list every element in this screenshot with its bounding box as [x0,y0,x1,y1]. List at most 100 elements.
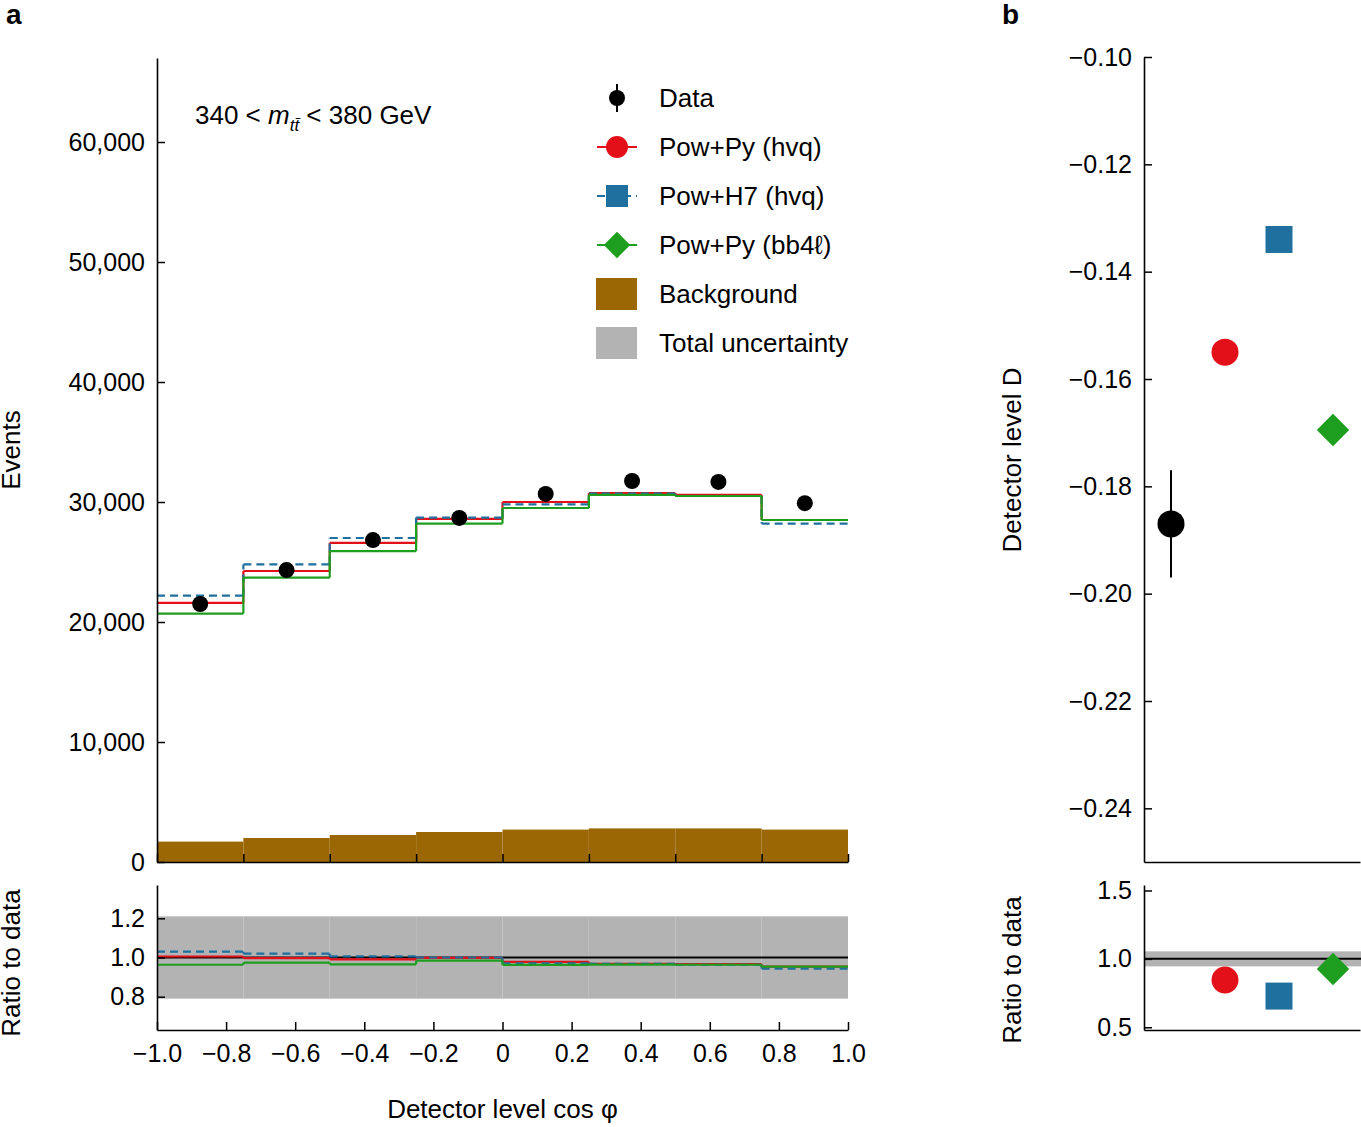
y-tick: 30,000 [69,488,165,516]
step-riser [501,508,503,524]
step-segment [243,952,329,954]
y-tick-label: 1.5 [1097,876,1132,904]
y-tick-mark [1144,379,1152,381]
step-segment [330,963,416,965]
step-segment [589,963,675,965]
y-tick: 1.2 [110,904,165,932]
step-segment [157,612,243,614]
background-bar [589,828,675,862]
panel-label: b [1002,0,1019,30]
legend-label: Total uncertainty [659,328,848,358]
y-tick: 40,000 [69,368,165,396]
legend-label: Pow+Py (hvq) [659,132,822,162]
data-point [451,510,467,526]
y-tick-mark [157,742,165,744]
step-segment [589,963,675,965]
step-segment [416,956,502,958]
x-tick-mark [589,854,591,862]
y-tick-mark [1144,808,1152,810]
legend-symbol [606,185,628,207]
step-riser [329,551,331,577]
y-axis-title: Ratio to data [997,896,1027,1044]
y-tick: −0.18 [1069,472,1152,500]
legend-item: Pow+Py (hvq) [597,132,822,162]
step-segment [589,492,675,494]
data-point [1317,953,1349,985]
y-tick-label: 1.0 [110,943,145,971]
x-tick [157,854,158,862]
x-tick-mark [571,1022,573,1030]
x-tick-label: 0.8 [762,1039,797,1067]
x-tick: −0.8 [202,1022,251,1067]
y-tick-label: −0.12 [1069,150,1132,178]
step-segment [416,957,502,959]
x-tick [416,854,417,862]
y-axis: 010,00020,00030,00040,00050,00060,000 [69,59,165,876]
y-tick: 0.8 [110,982,165,1010]
data-point [1266,983,1293,1010]
y-tick: 60,000 [69,128,165,156]
background-bar [762,830,848,862]
y-axis: 0.8 1.0 1.2 [110,886,165,1031]
legend-label: Pow+Py (bb4ℓ) [659,230,831,260]
annotation-part: m [268,100,290,130]
step-segment [675,963,761,965]
x-tick-label: −0.6 [271,1039,320,1067]
y-tick-mark [157,996,165,998]
x-tick-label: 0.2 [555,1039,590,1067]
y-tick-label: 0.8 [110,982,145,1010]
step-riser [588,495,590,508]
step-segment [503,964,589,966]
legend-label: Background [659,279,798,309]
data-point [1317,414,1349,446]
y-axis: −0.24−0.22−0.20−0.18−0.16−0.14−0.12−0.10 [1069,43,1152,863]
x-tick-mark [433,1022,435,1030]
y-tick-mark [1144,1027,1152,1029]
y-axis-title: Events [0,410,26,490]
x-tick-label: 1.0 [831,1039,866,1067]
y-tick: 1.5 [1097,876,1152,904]
x-tick-mark [157,1022,159,1030]
x-tick-mark [364,1022,366,1030]
y-tick-label: 10,000 [69,728,145,756]
y-tick-label: −0.16 [1069,365,1132,393]
y-tick-mark [1144,890,1152,892]
x-axis [1145,862,1361,863]
plot-area [157,473,848,862]
step-segment [589,494,675,496]
data-point [279,562,295,578]
step-segment [330,955,416,957]
y-tick: −0.16 [1069,365,1152,393]
x-tick-mark [157,854,159,862]
step-segment [416,960,502,962]
y-tick: 50,000 [69,248,165,276]
data-point [538,486,554,502]
x-tick-mark [243,854,245,862]
step-segment [762,519,848,521]
x-tick: 0.2 [555,1022,590,1067]
x-tick-label: −1.0 [133,1039,182,1067]
x-tick [589,854,590,862]
step-segment [675,494,761,496]
x-tick-mark [295,1022,297,1030]
step-riser [761,495,763,520]
step-segment [503,961,589,963]
y-tick: 0.5 [1097,1013,1152,1041]
x-tick-mark [640,1022,642,1030]
y-tick-mark [157,502,165,504]
step-segment [762,519,848,521]
legend: DataPow+Py (hvq)Pow+H7 (hvq)Pow+Py (bb4ℓ… [596,83,848,359]
y-tick-mark [1144,701,1152,703]
step-segment [762,968,848,970]
y-tick-mark [1144,593,1152,595]
x-tick [848,854,849,862]
y-tick-label: 60,000 [69,128,145,156]
uncertainty-band [157,916,243,998]
y-tick-mark [1144,164,1152,166]
y-axis-title: Ratio to data [0,889,26,1037]
x-tick: 0.8 [762,1022,797,1067]
y-tick: −0.24 [1069,794,1152,822]
x-tick [243,854,244,862]
step-segment [762,966,848,968]
y-tick: 10,000 [69,728,165,756]
